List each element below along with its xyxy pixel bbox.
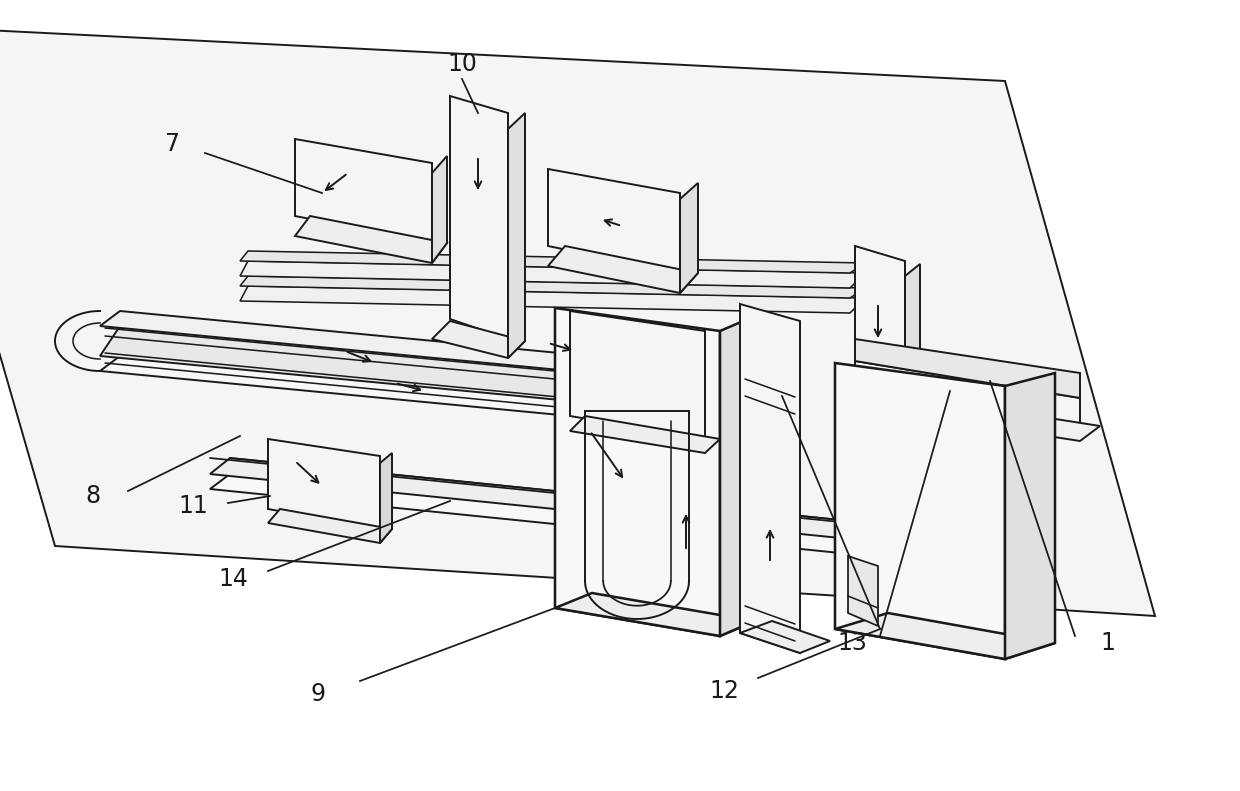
Polygon shape xyxy=(556,308,720,636)
Polygon shape xyxy=(241,276,866,298)
Polygon shape xyxy=(268,439,379,529)
Polygon shape xyxy=(241,261,866,288)
Polygon shape xyxy=(848,556,878,626)
Polygon shape xyxy=(100,326,800,421)
Polygon shape xyxy=(548,169,680,273)
Polygon shape xyxy=(210,474,870,554)
Polygon shape xyxy=(856,361,1080,434)
Text: 9: 9 xyxy=(310,682,325,706)
Polygon shape xyxy=(835,613,1055,659)
Polygon shape xyxy=(100,356,800,436)
Polygon shape xyxy=(548,246,698,293)
Polygon shape xyxy=(835,366,920,399)
Polygon shape xyxy=(835,363,1004,659)
Polygon shape xyxy=(432,156,446,263)
Text: 13: 13 xyxy=(837,631,867,655)
Polygon shape xyxy=(379,453,392,543)
Polygon shape xyxy=(905,264,920,399)
Text: 1: 1 xyxy=(1101,631,1116,655)
Polygon shape xyxy=(0,26,1154,616)
Text: 10: 10 xyxy=(448,52,477,76)
Polygon shape xyxy=(268,509,392,543)
Polygon shape xyxy=(856,339,1080,398)
Text: 14: 14 xyxy=(218,567,248,591)
Polygon shape xyxy=(680,183,698,293)
Polygon shape xyxy=(295,139,432,243)
Polygon shape xyxy=(241,286,866,313)
Polygon shape xyxy=(210,458,870,539)
Text: 12: 12 xyxy=(709,679,739,703)
Polygon shape xyxy=(740,621,830,653)
Polygon shape xyxy=(740,304,800,653)
Polygon shape xyxy=(1004,373,1055,659)
Text: 7: 7 xyxy=(165,132,180,156)
Polygon shape xyxy=(570,311,706,439)
Polygon shape xyxy=(556,593,755,636)
Polygon shape xyxy=(570,416,720,453)
Polygon shape xyxy=(295,216,446,263)
Polygon shape xyxy=(432,321,525,358)
Polygon shape xyxy=(508,113,525,358)
Polygon shape xyxy=(835,388,1100,441)
Polygon shape xyxy=(856,246,905,381)
Polygon shape xyxy=(450,96,508,339)
Polygon shape xyxy=(100,311,800,391)
Polygon shape xyxy=(241,251,866,273)
Text: 11: 11 xyxy=(179,494,208,518)
Polygon shape xyxy=(720,316,755,636)
Text: 8: 8 xyxy=(86,484,100,508)
